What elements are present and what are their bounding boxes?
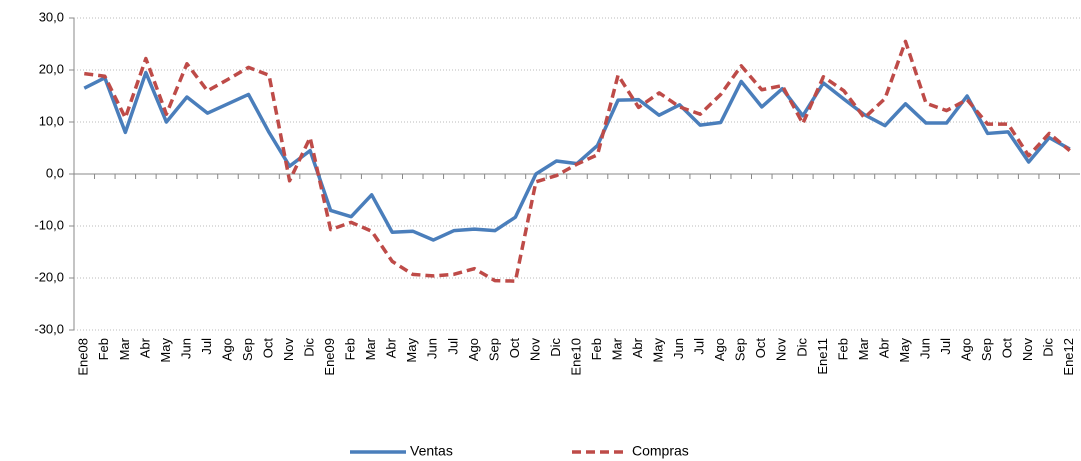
- x-tick-label: Ene10: [568, 338, 583, 376]
- x-tick-label: Nov: [1020, 338, 1035, 362]
- x-tick-label: Jun: [671, 338, 686, 359]
- x-tick-label: Ene11: [815, 338, 830, 375]
- y-tick-label: -30,0: [34, 321, 64, 336]
- x-tick-label: Abr: [876, 337, 891, 358]
- x-tick-label: Nov: [527, 338, 542, 362]
- y-tick-label: 0,0: [46, 165, 64, 180]
- legend-label: Ventas: [410, 443, 453, 459]
- x-tick-label: Jul: [199, 338, 214, 355]
- x-tick-label: Feb: [96, 338, 111, 360]
- series-line: [84, 39, 1071, 283]
- x-tick-label: Nov: [281, 338, 296, 362]
- x-tick-label: Oct: [753, 338, 768, 359]
- x-tick-label: Jul: [692, 338, 707, 355]
- x-tick-label: Oct: [1000, 338, 1015, 359]
- x-tick-label: Oct: [260, 338, 275, 359]
- x-tick-label: Jul: [938, 338, 953, 355]
- x-tick-label: Ago: [712, 338, 727, 361]
- x-tick-label: Mar: [363, 337, 378, 360]
- y-tick-label: 10,0: [39, 113, 64, 128]
- y-tick-label: -10,0: [34, 217, 64, 232]
- x-tick-label: Feb: [835, 338, 850, 360]
- x-tick-label: Feb: [589, 338, 604, 360]
- x-tick-label: Jun: [178, 338, 193, 359]
- y-tick-label: 20,0: [39, 61, 64, 76]
- x-tick-label: Ago: [219, 338, 234, 361]
- x-tick-label: Sep: [979, 338, 994, 361]
- x-tick-label: Ago: [959, 338, 974, 361]
- x-tick-label: May: [651, 338, 666, 363]
- legend-label: Compras: [632, 443, 689, 459]
- y-tick-label: 30,0: [39, 9, 64, 24]
- x-tick-label: Mar: [609, 337, 624, 360]
- x-tick-label: Sep: [240, 338, 255, 361]
- x-tick-label: Dic: [1041, 338, 1056, 357]
- x-tick-label: Abr: [137, 337, 152, 358]
- x-tick-label: Mar: [117, 337, 132, 360]
- x-tick-label: Abr: [384, 337, 399, 358]
- x-tick-label: Jun: [425, 338, 440, 359]
- x-tick-label: Feb: [343, 338, 358, 360]
- x-tick-label: May: [404, 338, 419, 363]
- x-tick-label: Sep: [733, 338, 748, 361]
- x-tick-label: Ene08: [76, 338, 91, 376]
- x-tick-label: Mar: [856, 337, 871, 360]
- y-tick-label: -20,0: [34, 269, 64, 284]
- x-tick-label: Jul: [445, 338, 460, 355]
- x-tick-label: Sep: [486, 338, 501, 361]
- x-tick-label: Ene09: [322, 338, 337, 376]
- x-tick-label: Dic: [794, 338, 809, 357]
- x-tick-label: Dic: [548, 338, 563, 357]
- x-tick-label: Ago: [466, 338, 481, 361]
- x-tick-label: Abr: [630, 337, 645, 358]
- x-tick-label: Oct: [507, 338, 522, 359]
- x-tick-label: Nov: [774, 338, 789, 362]
- x-tick-label: Ene12: [1061, 338, 1076, 376]
- x-tick-label: May: [158, 338, 173, 363]
- x-tick-label: May: [897, 338, 912, 363]
- series-line: [83, 70, 1071, 242]
- x-tick-label: Jun: [917, 338, 932, 359]
- x-tick-label: Dic: [302, 338, 317, 357]
